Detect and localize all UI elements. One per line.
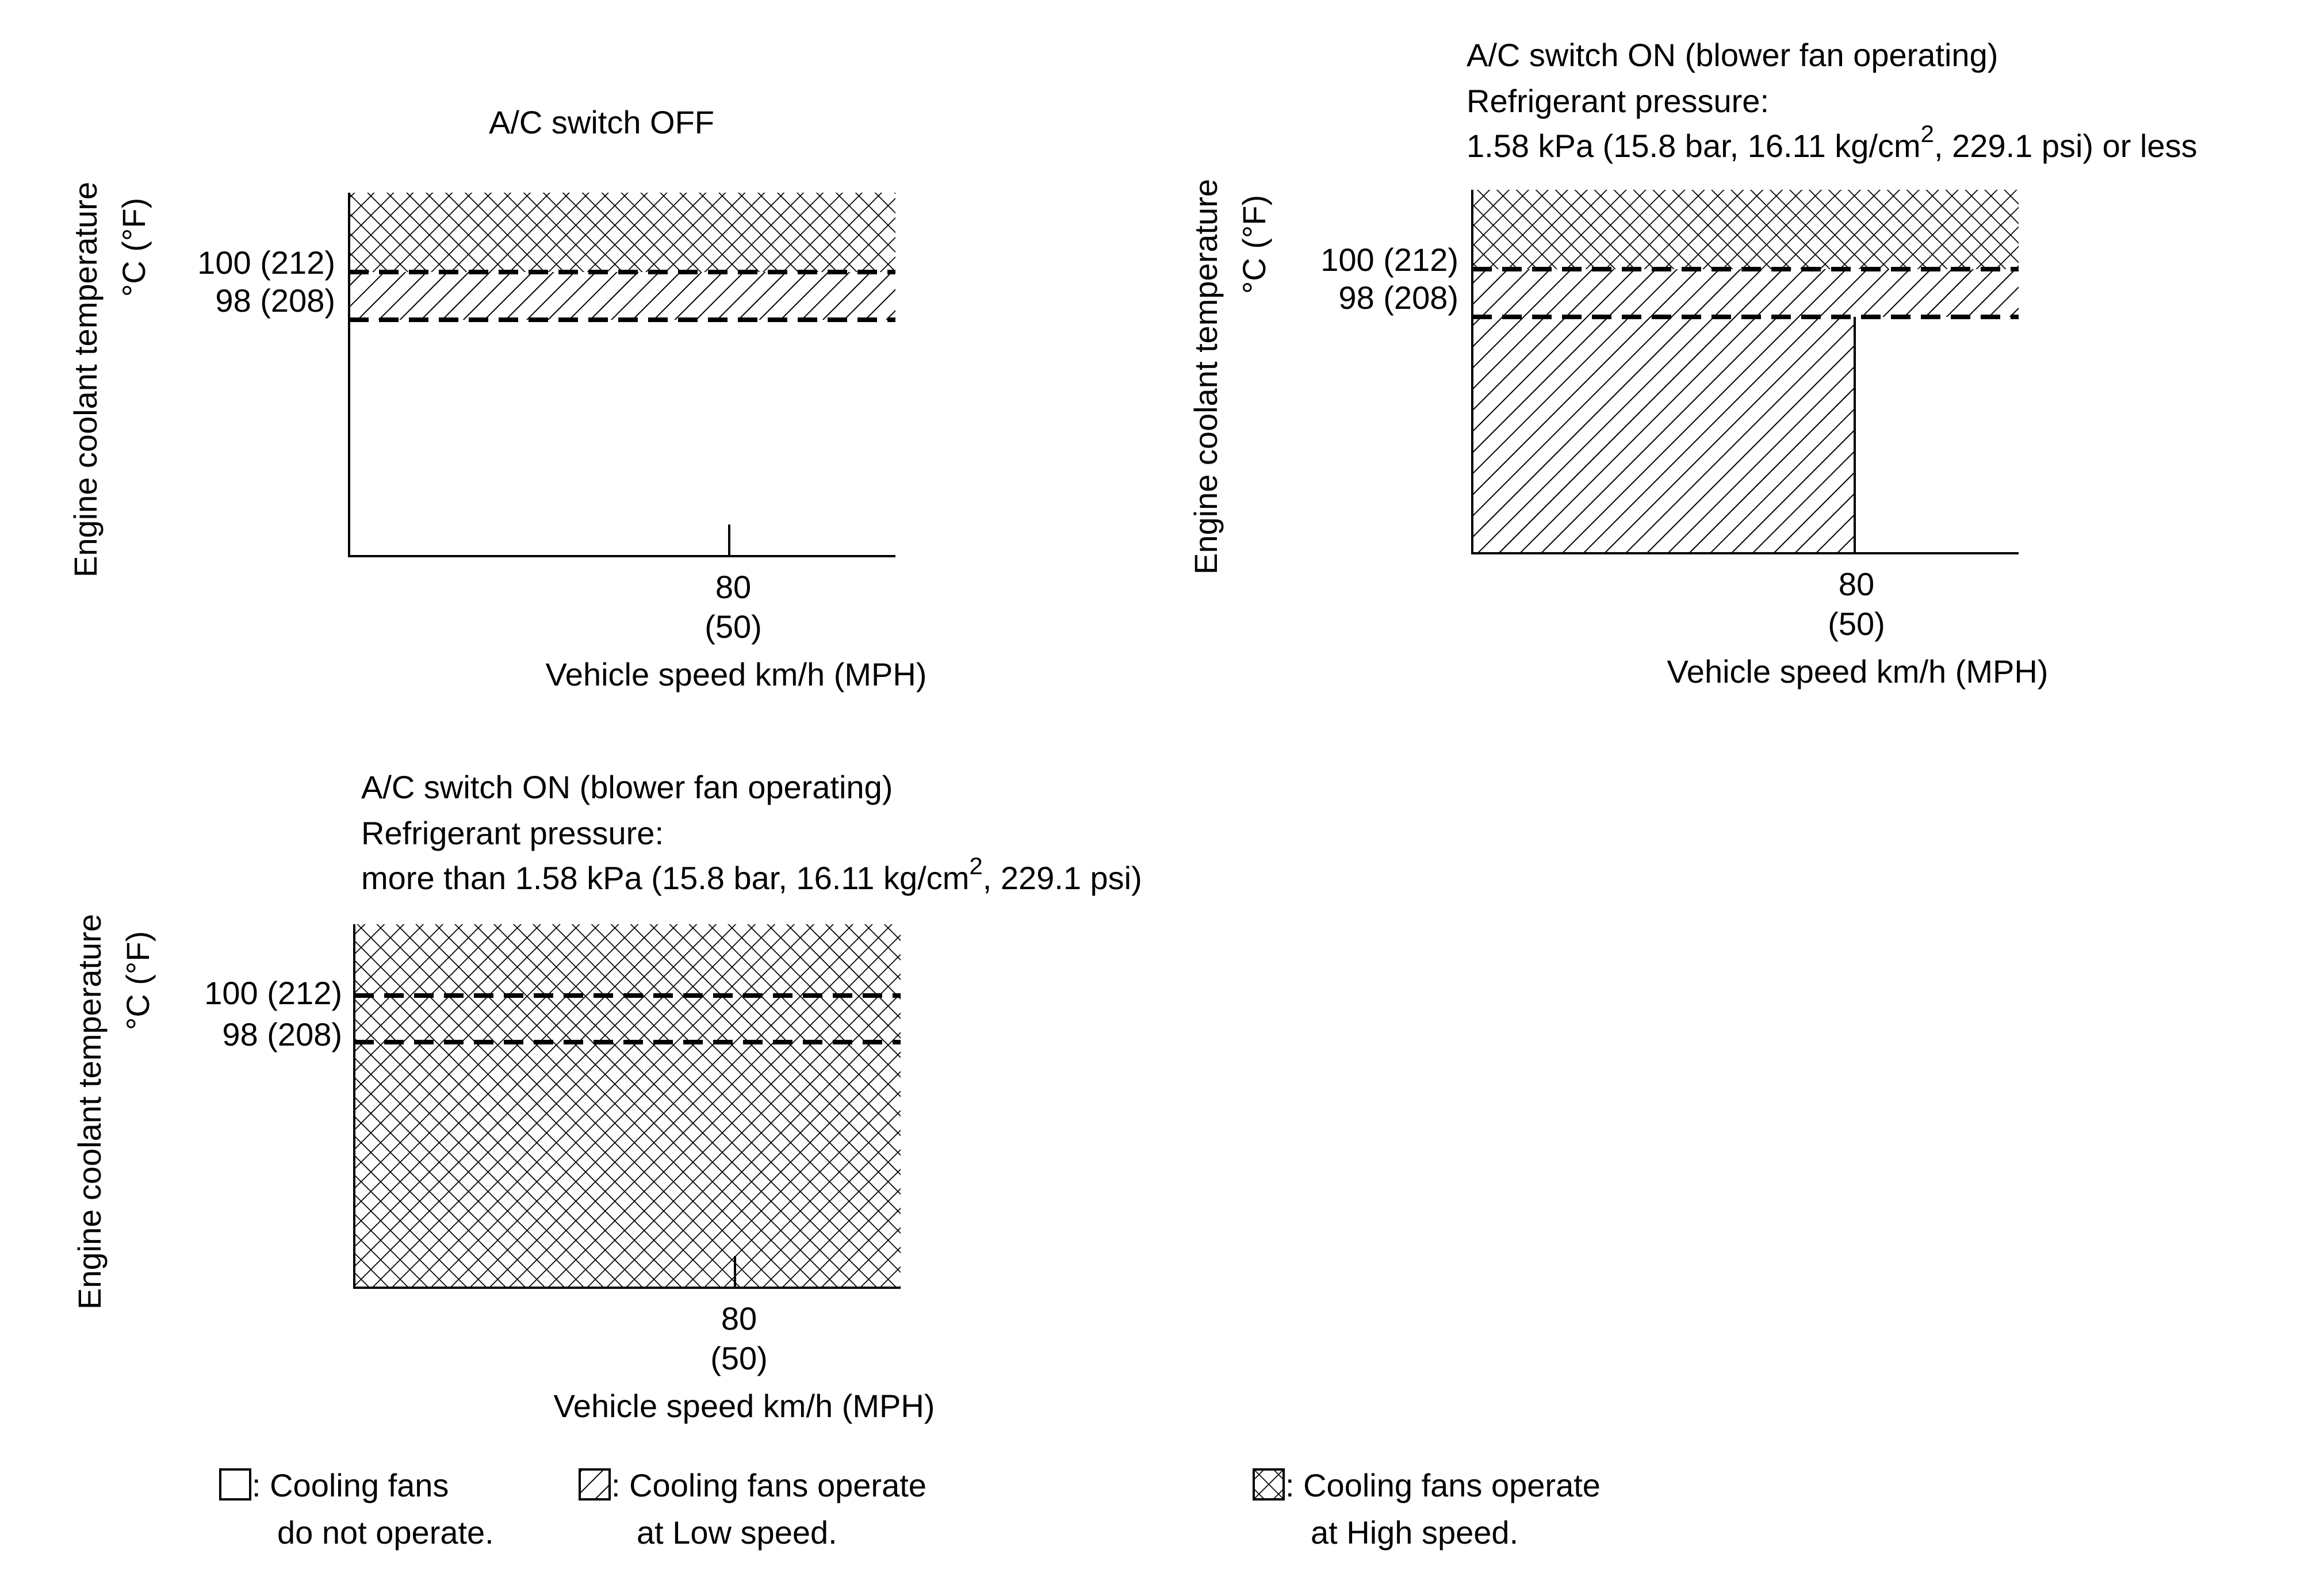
legend-text-line-2: do not operate. [277,1514,494,1551]
legend-swatch-crosshatch [1253,1468,1285,1501]
panel-ac-on-low-pressure: A/C switch ON (blower fan operating) Ref… [1188,37,2197,690]
legend-text-line-2: at Low speed. [637,1514,837,1551]
legend-text-line-2: at High speed. [1311,1514,1518,1551]
legend-text-line-1: : Cooling fans operate [611,1467,926,1503]
y-tick-100: 100 (212) [204,975,342,1011]
panel-title-line: A/C switch OFF [489,104,714,140]
y-tick-100: 100 (212) [197,244,335,281]
panel-title-line-3: 1.58 kPa (15.8 bar, 16.11 kg/cm2, 229.1 … [1467,120,2197,164]
y-axis-label: Engine coolant temperature [67,182,104,577]
x-axis-label: Vehicle speed km/h (MPH) [546,656,927,692]
y-tick-100: 100 (212) [1320,242,1458,278]
panel-title-line-2: Refrigerant pressure: [361,815,664,851]
y-tick-98: 98 (208) [222,1016,342,1052]
panel-ac-off: A/C switch OFF 100 (212) 98 (208) 80 (50… [67,104,926,692]
x-axis-label: Vehicle speed km/h (MPH) [1667,653,2049,690]
x-tick-label-mph: (50) [710,1340,768,1376]
y-axis-unit: °C (°F) [1236,195,1272,294]
x-tick-label-kmh: 80 [721,1300,757,1337]
panel-title-line-1: A/C switch ON (blower fan operating) [1467,37,1998,73]
legend-swatch-empty [219,1468,251,1501]
legend-item-high-speed: : Cooling fans operate at High speed. [1253,1467,1601,1551]
y-tick-98: 98 (208) [1338,280,1458,316]
high-speed-region [1472,190,2019,269]
y-tick-98: 98 (208) [215,282,335,319]
panel-title-line-2: Refrigerant pressure: [1467,83,1769,119]
legend-item-no-operation: : Cooling fans do not operate. [219,1467,494,1551]
legend-text-line-1: : Cooling fans [252,1467,449,1503]
low-speed-region-below-80 [1472,317,1855,553]
panel-ac-on-high-pressure: A/C switch ON (blower fan operating) Ref… [71,769,1142,1424]
y-axis-unit: °C (°F) [120,931,156,1030]
x-tick-label-kmh: 80 [1839,566,1874,602]
x-axis-label: Vehicle speed km/h (MPH) [554,1388,935,1424]
high-speed-region [349,193,895,272]
low-speed-region-upper [1472,269,2019,317]
x-tick-label-mph: (50) [1828,606,1885,642]
x-tick-label-kmh: 80 [715,569,751,605]
legend-text-line-1: : Cooling fans operate [1285,1467,1601,1503]
low-speed-region [349,272,895,320]
high-speed-region [354,924,901,1288]
legend-item-low-speed: : Cooling fans operate at Low speed. [579,1467,926,1551]
legend: : Cooling fans do not operate. : Cooling… [219,1467,1601,1551]
panel-title-line-1: A/C switch ON (blower fan operating) [361,769,893,805]
y-axis-label: Engine coolant temperature [1188,179,1224,575]
x-tick-label-mph: (50) [705,608,762,645]
legend-swatch-hatch [579,1468,611,1501]
y-axis-label: Engine coolant temperature [71,914,108,1310]
panel-title-line-3: more than 1.58 kPa (15.8 bar, 16.11 kg/c… [361,852,1142,896]
y-axis-unit: °C (°F) [116,198,152,297]
